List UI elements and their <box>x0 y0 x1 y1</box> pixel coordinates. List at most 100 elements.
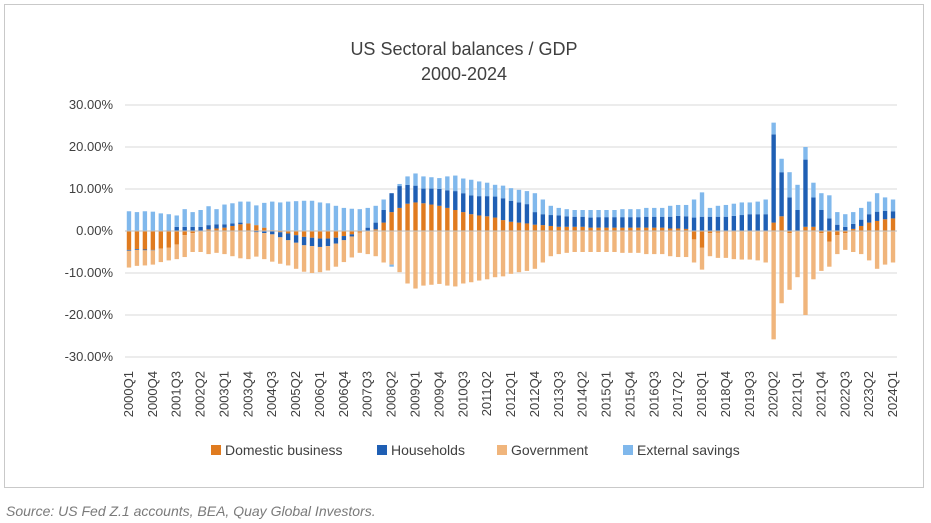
bar-segment <box>309 237 315 247</box>
bar-segment <box>190 233 195 252</box>
bar-segment <box>142 249 148 251</box>
bar-segment <box>508 221 514 231</box>
bar-segment <box>278 231 283 233</box>
bar-segment <box>484 196 490 217</box>
bar-segment <box>596 231 601 252</box>
bar-segment <box>405 176 410 185</box>
bar-segment <box>636 217 641 228</box>
bar-segment <box>349 208 355 231</box>
x-tick-label: 2005Q2 <box>288 371 303 417</box>
bar-segment <box>461 231 466 284</box>
bar-segment <box>739 231 744 260</box>
bar-segment <box>707 207 713 217</box>
bar-segment <box>795 231 800 278</box>
bar-segment <box>596 217 601 228</box>
bar-segment <box>492 217 498 231</box>
bar-segment <box>254 205 259 226</box>
bar-segment <box>373 222 378 230</box>
y-tick-label: 30.00% <box>69 97 114 112</box>
bar-segment <box>445 176 450 191</box>
bar-segment <box>644 207 649 217</box>
bar-segment <box>572 226 577 231</box>
bar-segment <box>270 231 275 235</box>
bar-segment <box>357 231 362 233</box>
bar-segment <box>580 216 585 227</box>
chart-frame: US Sectoral balances / GDP 2000-2024 -30… <box>4 4 924 488</box>
bar-segment <box>333 231 339 238</box>
x-tick-label: 2001Q3 <box>169 371 184 417</box>
bar-segment <box>397 186 402 208</box>
bar-segment <box>644 231 649 255</box>
bar-segment <box>890 199 896 212</box>
bar-segment <box>779 172 784 217</box>
bar-segment <box>667 216 673 229</box>
bar-segment <box>819 233 824 271</box>
bar-segment <box>174 226 179 231</box>
bar-segment <box>660 216 665 228</box>
bar-segment <box>317 231 323 239</box>
bar-segment <box>293 235 299 243</box>
legend-label: External savings <box>637 442 740 458</box>
bar-segment <box>278 232 283 238</box>
bar-segment <box>174 231 179 245</box>
bar-segment <box>859 231 864 255</box>
bar-segment <box>548 231 553 257</box>
bar-segment <box>341 240 347 263</box>
bar-segment <box>317 202 323 231</box>
bar-segment <box>612 210 617 218</box>
bar-segment <box>389 212 394 231</box>
bar-segment <box>469 231 474 283</box>
x-tick-label: 2015Q1 <box>599 371 614 417</box>
y-tick-label: 10.00% <box>69 181 114 196</box>
bar-segment <box>866 231 872 261</box>
chart: US Sectoral balances / GDP 2000-2024 -30… <box>65 39 900 458</box>
bar-segment <box>421 188 426 204</box>
bar-segment <box>827 231 832 242</box>
x-tick-label: 2012Q1 <box>503 371 518 417</box>
bar-segment <box>548 215 553 226</box>
bar-segment <box>731 215 737 231</box>
bar-segment <box>524 204 530 224</box>
bar-segment <box>548 225 553 231</box>
bar-segment <box>723 231 729 258</box>
bar-segment <box>158 231 164 249</box>
bar-segment <box>222 204 227 225</box>
bar-segment <box>381 222 386 231</box>
bar-segment <box>532 224 538 231</box>
bar-segment <box>469 195 474 215</box>
bar-segment <box>699 192 705 217</box>
bar-segment <box>739 215 744 231</box>
bar-segment <box>166 214 171 231</box>
bar-segment <box>859 207 864 220</box>
x-tick-label: 2017Q2 <box>670 371 685 417</box>
bar-segment <box>811 226 816 231</box>
bar-segment <box>309 200 315 231</box>
bar-segment <box>484 231 490 280</box>
bar-segment <box>206 231 211 255</box>
bar-segment <box>421 231 426 286</box>
bar-segment <box>397 231 402 273</box>
chart-title: US Sectoral balances / GDP <box>350 39 577 59</box>
bar-segment <box>524 223 530 231</box>
bar-segment <box>620 227 625 231</box>
bar-segment <box>588 217 593 228</box>
y-tick-label: -20.00% <box>65 307 114 322</box>
bar-segment <box>198 210 203 227</box>
bar-segment <box>500 198 506 221</box>
bar-segment <box>285 233 291 241</box>
bar-segment <box>405 184 410 204</box>
bar-segment <box>572 231 577 252</box>
bar-segment <box>620 217 625 228</box>
bar-segment <box>254 225 259 231</box>
x-tick-label: 2003Q1 <box>216 371 231 417</box>
bar-segment <box>731 231 737 260</box>
bar-segment <box>874 211 880 221</box>
x-tick-label: 2000Q4 <box>145 371 160 417</box>
bar-segment <box>604 210 609 218</box>
bar-segment <box>278 202 283 231</box>
bar-segment <box>381 199 386 210</box>
bar-segment <box>492 184 498 197</box>
bar-segment <box>604 231 609 252</box>
bar-segment <box>333 243 339 267</box>
bar-segment <box>285 201 291 231</box>
